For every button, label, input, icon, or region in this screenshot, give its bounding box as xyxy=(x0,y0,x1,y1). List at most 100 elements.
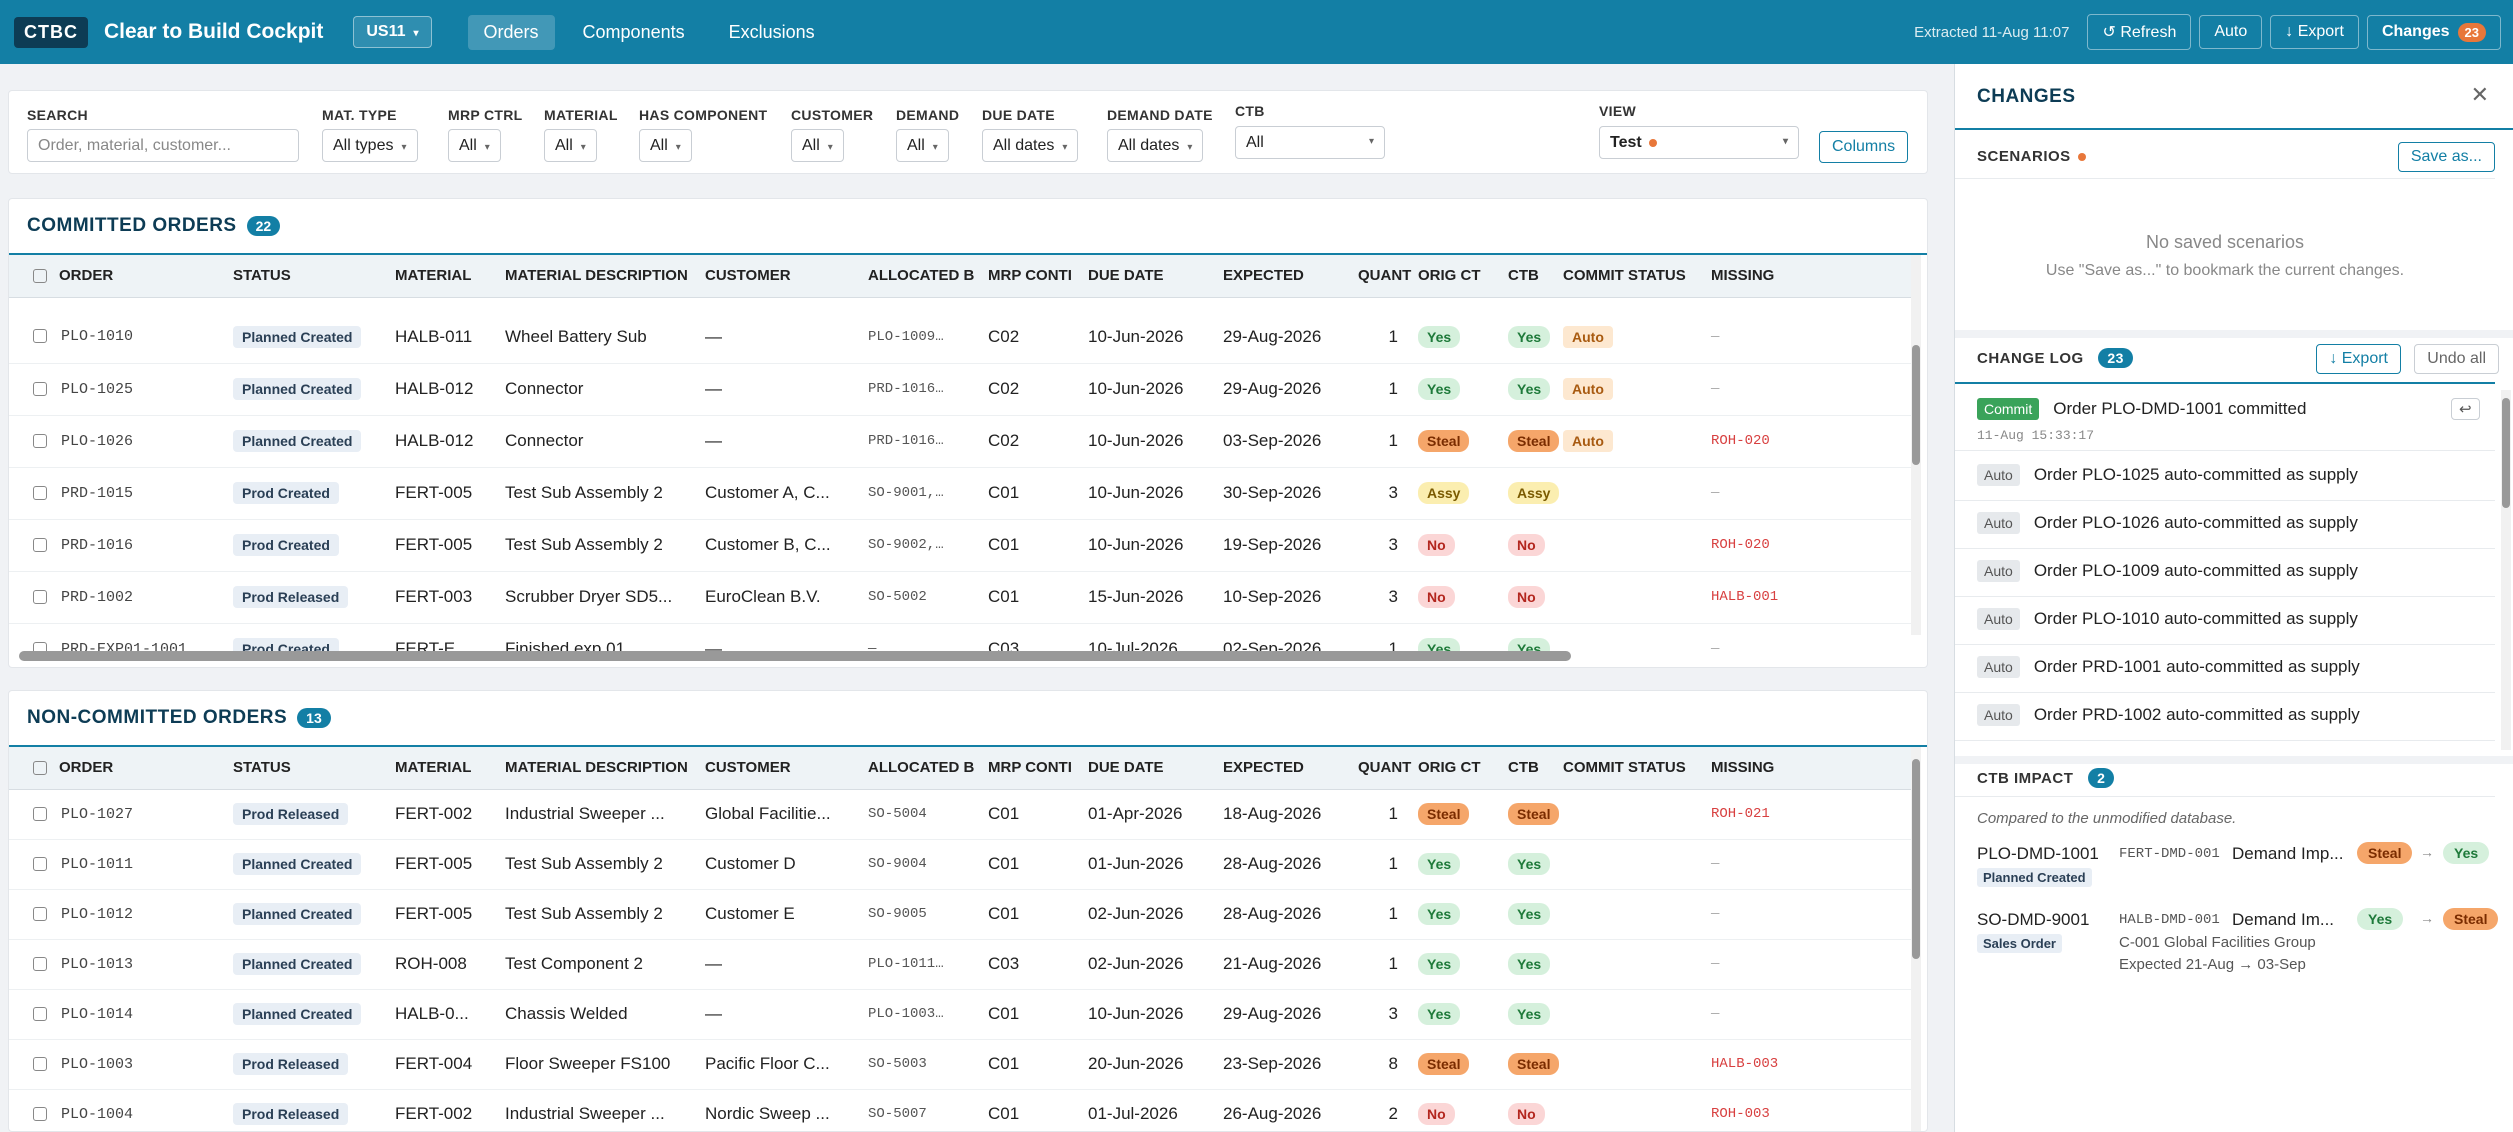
row-checkbox[interactable] xyxy=(33,1106,47,1121)
table-row[interactable]: PLO-1025 Planned Created HALB-012 Connector… xyxy=(9,363,1919,416)
row-checkbox[interactable] xyxy=(33,537,47,552)
column-header-allocated-by[interactable]: ALLOCATED B xyxy=(864,747,984,790)
table-row[interactable]: PRD-1002 Prod Released FERT-003 Scrubber Dr… xyxy=(9,571,1919,624)
view-select[interactable]: Test ▾ xyxy=(1599,126,1799,159)
column-header-missing[interactable]: MISSING xyxy=(1707,747,1919,790)
cell-material: FERT-005 xyxy=(391,839,501,890)
column-header-material[interactable]: MATERIAL xyxy=(391,255,501,298)
column-header-material[interactable]: MATERIAL xyxy=(391,747,501,790)
cell-orig-ctb: Assy xyxy=(1414,467,1504,520)
tab-orders[interactable]: Orders xyxy=(467,14,555,50)
impact-from-ctb: Yes xyxy=(2357,908,2404,930)
column-header-quantity[interactable]: QUANT xyxy=(1354,255,1414,298)
column-header-orig-ctb[interactable]: ORIG CT xyxy=(1414,747,1504,790)
mrp-ctrl-select[interactable]: All ▾ xyxy=(448,129,501,162)
change-log-item[interactable]: Auto Order PRD-1002 auto-committed as sup… xyxy=(1977,704,2360,726)
table-row[interactable]: PLO-1012 Planned Created FERT-005 Test Sub … xyxy=(9,889,1919,940)
column-header-customer[interactable]: CUSTOMER xyxy=(701,747,864,790)
table-row[interactable]: PRD-1015 Prod Created FERT-005 Test Sub Ass… xyxy=(9,467,1919,520)
column-header-orig-ctb[interactable]: ORIG CT xyxy=(1414,255,1504,298)
cell-status: Planned Created xyxy=(229,311,391,364)
column-header-expected[interactable]: EXPECTED xyxy=(1219,747,1354,790)
column-header-due-date[interactable]: DUE DATE xyxy=(1084,255,1219,298)
change-log-item[interactable]: Auto Order PLO-1026 auto-committed as sup… xyxy=(1977,512,2358,534)
columns-button[interactable]: Columns xyxy=(1819,131,1909,163)
refresh-button[interactable]: ↺ Refresh xyxy=(2087,14,2192,50)
table-row[interactable]: PRD-1016 Prod Created FERT-005 Test Sub Ass… xyxy=(9,519,1919,572)
noncommitted-vertical-scrollbar[interactable] xyxy=(1911,747,1921,1131)
change-log-item[interactable]: Auto Order PLO-1010 auto-committed as sup… xyxy=(1977,608,2358,630)
row-checkbox[interactable] xyxy=(33,381,47,396)
column-header-status[interactable]: STATUS xyxy=(229,747,391,790)
column-header-missing[interactable]: MISSING xyxy=(1707,255,1919,298)
column-header-due-date[interactable]: DUE DATE xyxy=(1084,747,1219,790)
export-button[interactable]: ↓ Export xyxy=(2270,15,2359,49)
arrow-right-icon: → xyxy=(2420,844,2434,860)
column-header-mrp-controller[interactable]: MRP CONTI xyxy=(984,255,1084,298)
change-log-scrollbar[interactable] xyxy=(2501,390,2511,750)
select-all-checkbox[interactable] xyxy=(33,269,47,284)
table-row[interactable]: PLO-1004 Prod Released FERT-002 Industrial … xyxy=(9,1089,1919,1131)
due-date-select[interactable]: All dates ▾ xyxy=(982,129,1079,162)
committed-horizontal-scrollbar[interactable] xyxy=(19,651,1571,661)
tab-exclusions[interactable]: Exclusions xyxy=(728,21,815,42)
table-row[interactable]: PRD-EXP01-1001 Prod Created FERT-E Finished… xyxy=(9,623,1919,667)
tab-components[interactable]: Components xyxy=(582,21,685,42)
column-header-ctb[interactable]: CTB xyxy=(1504,747,1559,790)
app-logo: CTBC xyxy=(14,16,88,48)
row-checkbox[interactable] xyxy=(33,485,47,500)
ctb-select[interactable]: All ▾ xyxy=(1235,126,1385,159)
undo-icon[interactable]: ↩ xyxy=(2451,398,2480,420)
table-row[interactable]: PLO-1003 Prod Released FERT-004 Floor Sweep… xyxy=(9,1039,1919,1090)
log-export-button[interactable]: ↓ Export xyxy=(2316,344,2401,374)
column-header-allocated-by[interactable]: ALLOCATED B xyxy=(864,255,984,298)
column-header-commit-status[interactable]: COMMIT STATUS xyxy=(1559,747,1707,790)
plant-selector[interactable]: US11 ▾ xyxy=(353,16,432,48)
column-header-customer[interactable]: CUSTOMER xyxy=(701,255,864,298)
column-header-order[interactable]: ORDER xyxy=(9,747,229,790)
table-row[interactable]: PLO-1027 Prod Released FERT-002 Industrial … xyxy=(9,789,1919,840)
demand-date-select[interactable]: All dates ▾ xyxy=(1107,129,1204,162)
column-header-commit-status[interactable]: COMMIT STATUS xyxy=(1559,255,1707,298)
changes-button[interactable]: Changes 23 xyxy=(2366,14,2501,50)
demand-select[interactable]: All ▾ xyxy=(896,129,949,162)
row-checkbox[interactable] xyxy=(33,329,47,344)
change-log-item[interactable]: Commit Order PLO-DMD-1001 committed xyxy=(1977,398,2306,420)
change-log-item[interactable]: Auto Order PRD-1001 auto-committed as sup… xyxy=(1977,656,2360,678)
cell-orig-ctb: Yes xyxy=(1414,623,1504,667)
change-log-item[interactable]: Auto Order PLO-1009 auto-committed as sup… xyxy=(1977,560,2358,582)
column-header-ctb[interactable]: CTB xyxy=(1504,255,1559,298)
row-checkbox[interactable] xyxy=(33,906,47,921)
table-row[interactable]: PLO-1010 Planned Created HALB-011 Wheel Bat… xyxy=(9,311,1919,364)
change-log-item[interactable]: Auto Order PLO-1025 auto-committed as sup… xyxy=(1977,464,2358,486)
table-row[interactable]: PLO-1014 Planned Created HALB-0... Chassis … xyxy=(9,989,1919,1040)
row-checkbox[interactable] xyxy=(33,433,47,448)
column-header-expected[interactable]: EXPECTED xyxy=(1219,255,1354,298)
table-row[interactable]: PLO-1013 Planned Created ROH-008 Test Compo… xyxy=(9,939,1919,990)
save-as-button[interactable]: Save as... xyxy=(2397,142,2495,172)
table-row[interactable]: PLO-1011 Planned Created FERT-005 Test Sub … xyxy=(9,839,1919,890)
committed-vertical-scrollbar[interactable] xyxy=(1911,255,1921,635)
row-checkbox[interactable] xyxy=(33,806,47,821)
select-all-checkbox[interactable] xyxy=(33,761,47,776)
mat-type-select[interactable]: All types ▾ xyxy=(322,129,418,162)
row-checkbox[interactable] xyxy=(33,956,47,971)
column-header-status[interactable]: STATUS xyxy=(229,255,391,298)
row-checkbox[interactable] xyxy=(33,589,47,604)
row-checkbox[interactable] xyxy=(33,856,47,871)
has-component-select[interactable]: All ▾ xyxy=(639,129,692,162)
auto-button[interactable]: Auto xyxy=(2199,15,2263,49)
undo-all-button[interactable]: Undo all xyxy=(2414,344,2499,374)
table-row[interactable]: PLO-1026 Planned Created HALB-012 Connector… xyxy=(9,415,1919,468)
material-select[interactable]: All ▾ xyxy=(544,129,597,162)
search-input[interactable]: Order, material, customer... xyxy=(27,129,299,162)
row-checkbox[interactable] xyxy=(33,1006,47,1021)
column-header-quantity[interactable]: QUANT xyxy=(1354,747,1414,790)
row-checkbox[interactable] xyxy=(33,1056,47,1071)
column-header-mrp-controller[interactable]: MRP CONTI xyxy=(984,747,1084,790)
column-header-material-description[interactable]: MATERIAL DESCRIPTION xyxy=(501,255,701,298)
column-header-material-description[interactable]: MATERIAL DESCRIPTION xyxy=(501,747,701,790)
close-icon[interactable]: ✕ xyxy=(2470,82,2489,107)
customer-select[interactable]: All ▾ xyxy=(791,129,844,162)
column-header-order[interactable]: ORDER xyxy=(9,255,229,298)
